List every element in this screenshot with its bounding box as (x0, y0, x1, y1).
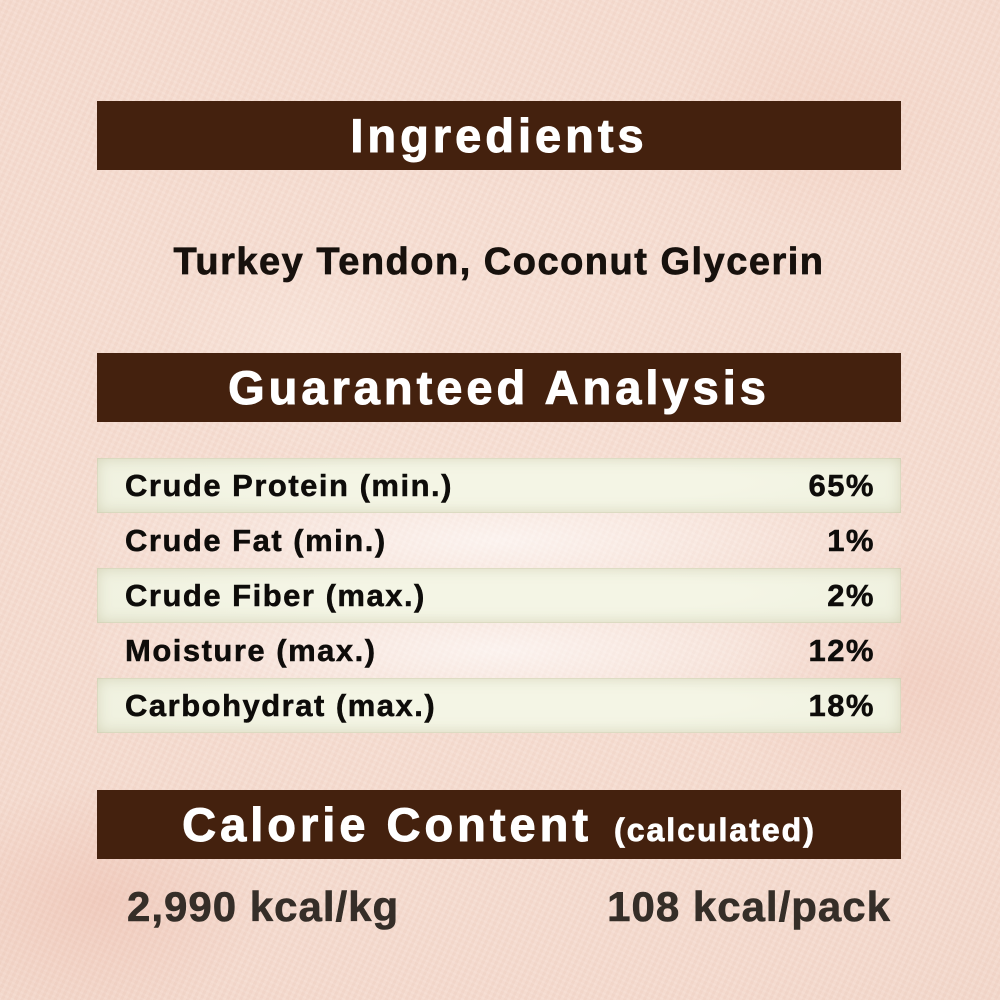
ingredients-title: Ingredients (350, 109, 648, 163)
table-row: Carbohydrat (max.) 18% (97, 678, 901, 733)
calorie-header-group: Calorie Content (calculated) (182, 797, 816, 852)
row-value: 2% (827, 577, 875, 613)
row-value: 18% (808, 687, 875, 723)
ingredients-list: Turkey Tendon, Coconut Glycerin (173, 241, 825, 284)
kcal-per-pack: 108 kcal/pack (607, 883, 891, 930)
guaranteed-analysis-header-bar: Guaranteed Analysis (97, 353, 901, 422)
row-label: Crude Fiber (max.) (125, 577, 426, 613)
calorie-content-title: Calorie Content (182, 798, 593, 852)
calorie-values-row: 2,990 kcal/kg 108 kcal/pack (97, 883, 901, 930)
row-label: Carbohydrat (max.) (125, 687, 437, 723)
table-row: Crude Fat (min.) 1% (97, 513, 901, 568)
calorie-content-header-bar: Calorie Content (calculated) (97, 790, 901, 859)
ingredients-header-bar: Ingredients (97, 101, 901, 170)
row-label: Crude Protein (min.) (125, 467, 453, 503)
row-value: 1% (827, 522, 875, 558)
row-label: Crude Fat (min.) (125, 522, 387, 558)
kcal-per-kg: 2,990 kcal/kg (127, 883, 400, 930)
row-value: 65% (808, 467, 875, 503)
guaranteed-analysis-table: Crude Protein (min.) 65% Crude Fat (min.… (97, 458, 901, 733)
table-row: Moisture (max.) 12% (97, 623, 901, 678)
calorie-content-subtitle: (calculated) (614, 812, 816, 849)
table-row: Crude Protein (min.) 65% (97, 458, 901, 513)
row-label: Moisture (max.) (125, 632, 377, 668)
table-row: Crude Fiber (max.) 2% (97, 568, 901, 623)
guaranteed-analysis-title: Guaranteed Analysis (228, 361, 770, 415)
row-value: 12% (808, 632, 875, 668)
